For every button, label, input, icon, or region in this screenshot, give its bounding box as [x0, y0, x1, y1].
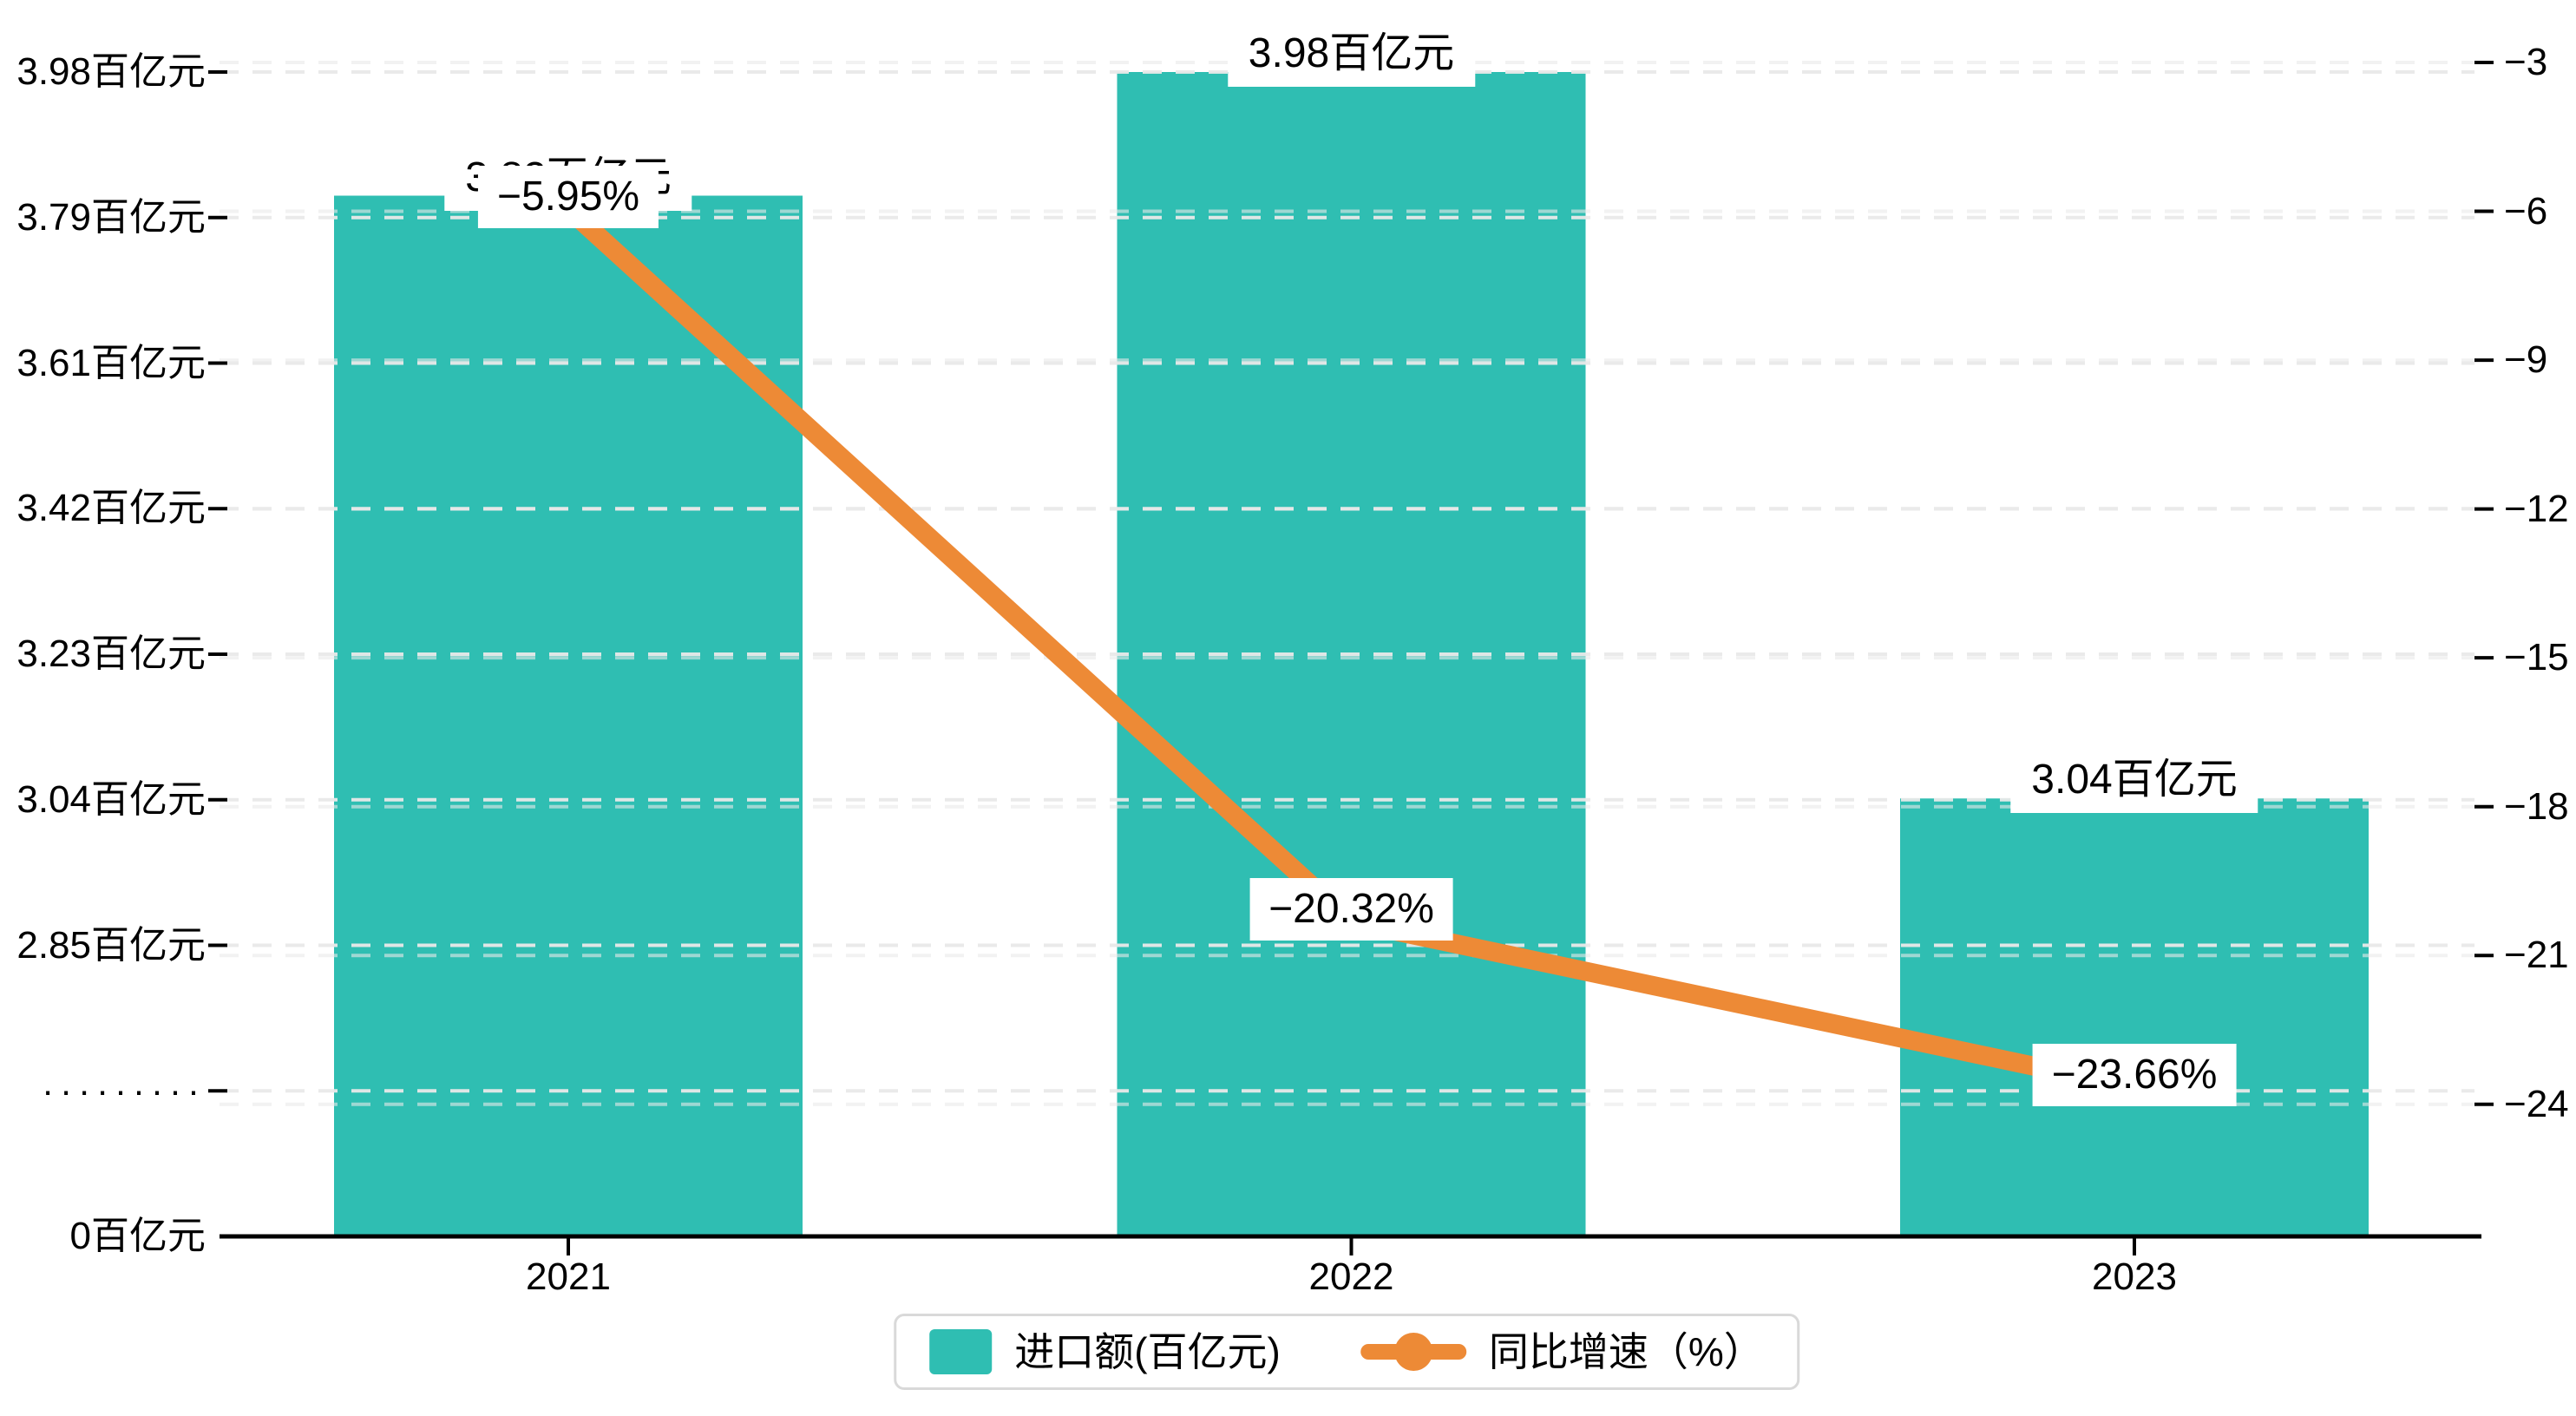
- right-axis-tick-label-0: −3: [2504, 41, 2548, 83]
- growth-value-label-2021: −5.95%: [477, 165, 659, 228]
- x-axis-label-2021: 2021: [526, 1255, 611, 1298]
- line-series-marker-icon: [1360, 1333, 1466, 1371]
- left-axis-tick-label-0: 0百亿元: [69, 1215, 206, 1257]
- legend: 进口额(百亿元) 同比增速（%）: [894, 1314, 1799, 1390]
- right-axis-tick-label-4: −15: [2504, 636, 2569, 679]
- bar-value-label-2023: 3.04百亿元: [2010, 747, 2258, 814]
- legend-item-import-value[interactable]: 进口额(百亿元): [929, 1329, 1281, 1374]
- right-axis-tick-label-6: −21: [2504, 934, 2569, 977]
- left-axis-tick-label-5: 3.42百亿元: [16, 487, 206, 530]
- growth-value-label-2023: −23.66%: [2032, 1044, 2237, 1107]
- legend-label-yoy-growth: 同比增速（%）: [1488, 1329, 1764, 1374]
- left-axis-tick-label-2: 2.85百亿元: [16, 923, 206, 967]
- growth-value-label-2022: −20.32%: [1249, 878, 1453, 941]
- legend-item-yoy-growth[interactable]: 同比增速（%）: [1360, 1332, 1764, 1372]
- right-axis-tick-label-3: −12: [2504, 487, 2569, 530]
- right-axis-tick-label-2: −9: [2504, 338, 2548, 382]
- bar-value-label-2022: 3.98百亿元: [1227, 21, 1476, 87]
- bar-2021[interactable]: [334, 195, 803, 1236]
- legend-label-import-value: 进口额(百亿元): [1014, 1329, 1281, 1374]
- left-axis-tick-label-6: 3.61百亿元: [16, 341, 206, 384]
- x-axis-label-2022: 2022: [1308, 1255, 1394, 1298]
- bar-series-swatch-icon: [929, 1329, 993, 1374]
- left-axis-tick-label-4: 3.23百亿元: [16, 633, 206, 675]
- left-axis-tick-label-3: 3.04百亿元: [16, 777, 206, 821]
- left-axis-tick-label-7: 3.79百亿元: [16, 195, 206, 239]
- line-series-dot-icon: [1393, 1333, 1432, 1371]
- left-axis-tick-label-1: ·········: [42, 1070, 206, 1111]
- right-axis-tick-label-7: −24: [2504, 1082, 2569, 1125]
- left-axis-tick-label-8: 3.98百亿元: [16, 50, 206, 93]
- right-axis-tick-label-5: −18: [2504, 784, 2569, 828]
- x-axis-label-2023: 2023: [2092, 1255, 2177, 1298]
- bar-2023[interactable]: [1900, 798, 2369, 1236]
- right-axis-tick-label-1: −6: [2504, 189, 2548, 233]
